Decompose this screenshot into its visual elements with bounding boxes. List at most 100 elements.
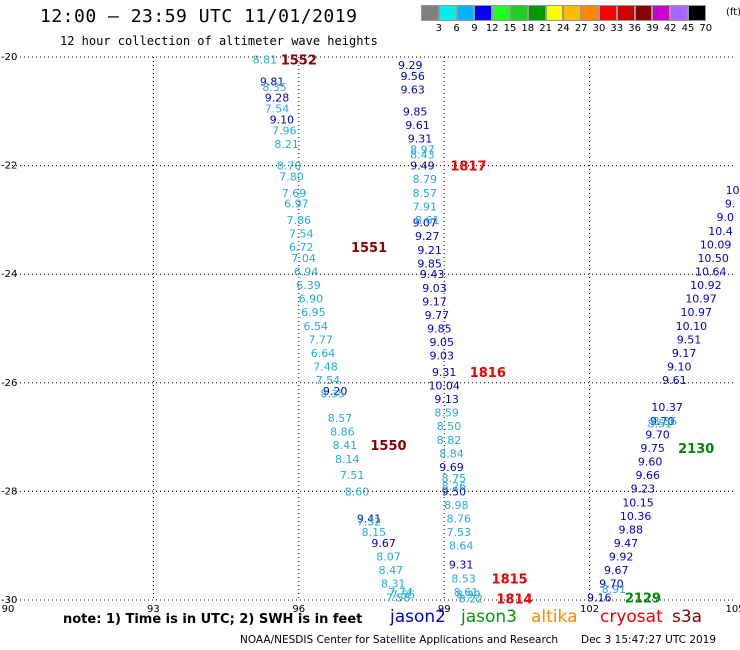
swh-data-label: 9.03 xyxy=(422,282,447,295)
swh-data-label: 8.75 xyxy=(442,472,467,485)
legend-swatch xyxy=(456,5,475,21)
swh-data-label: 10.15 xyxy=(622,496,654,509)
swh-data-label: 9.31 xyxy=(432,366,457,379)
swh-data-label: 9.70 xyxy=(599,578,624,591)
swh-data-label: 8.79 xyxy=(413,173,438,186)
legend-swatch xyxy=(634,5,653,21)
swh-data-label: 9.66 xyxy=(636,469,661,482)
legend-label: 30 xyxy=(592,23,606,34)
pass-number-label: 1817 xyxy=(450,160,486,175)
swh-data-label: 7.86 xyxy=(287,214,312,227)
swh-data-label: 9.88 xyxy=(619,523,644,536)
legend-label: 21 xyxy=(539,23,552,34)
x-tick-label: 90 xyxy=(2,604,15,615)
swh-data-label: 9.20 xyxy=(323,385,348,398)
swh-data-label: 8.26 xyxy=(442,480,467,493)
swh-data-label: 9.63 xyxy=(400,84,425,97)
swh-data-label: 6.97 xyxy=(284,198,309,211)
y-tick-label: -22 xyxy=(1,161,17,172)
swh-data-label: 7.91 xyxy=(413,200,438,213)
legend-swatch xyxy=(492,5,510,21)
y-tick-label: -20 xyxy=(1,52,17,63)
swh-data-label: 7.96 xyxy=(272,124,297,137)
legend-label: 12 xyxy=(485,23,499,34)
swh-data-label: 7.54 xyxy=(265,103,290,116)
legend-label: 3 xyxy=(435,23,442,34)
swh-data-label: 7.54 xyxy=(289,227,314,240)
swh-data-label: 8.57 xyxy=(328,412,353,425)
chart-title: 12:00 – 23:59 UTC 11/01/2019 xyxy=(40,6,358,27)
satellite-s3a: s3a xyxy=(672,607,703,627)
legend-swatch xyxy=(509,5,528,21)
legend-swatch xyxy=(545,5,564,21)
swh-data-label: 7.74 xyxy=(388,586,413,599)
swh-data-label: 10.50 xyxy=(697,252,729,265)
y-tick-label: -24 xyxy=(1,269,17,280)
legend-swatch xyxy=(421,5,439,21)
swh-data-label: 10.37 xyxy=(651,401,683,414)
swh-data-label: 7.58 xyxy=(386,591,411,604)
swh-data-label: 9.17 xyxy=(422,295,447,308)
swh-data-label: 8.70 xyxy=(277,160,302,173)
pass-number-label: 1552 xyxy=(281,54,317,69)
legend-label: 45 xyxy=(681,23,695,34)
swh-data-label: 8.50 xyxy=(437,420,462,433)
swh-data-label: 9.05 xyxy=(430,336,455,349)
x-tick-label: 93 xyxy=(147,604,160,615)
swh-data-label: 10.10 xyxy=(676,320,708,333)
swh-data-label: 7.53 xyxy=(446,526,471,539)
swh-data-label: 7.77 xyxy=(308,333,333,346)
swh-data-label: 9.49 xyxy=(410,160,435,173)
swh-data-label: 10.64 xyxy=(695,265,727,278)
pass-number-label: 1551 xyxy=(351,241,387,256)
swh-data-label: 9.60 xyxy=(638,456,663,469)
swh-data-label: 8.98 xyxy=(444,499,469,512)
swh-data-label: 9.10 xyxy=(667,361,692,374)
swh-data-label: 8.35 xyxy=(262,81,287,94)
legend-swatches xyxy=(421,5,706,21)
legend-swatch xyxy=(652,5,671,21)
swh-data-label: 9.29 xyxy=(398,59,423,72)
chart-subtitle: 12 hour collection of altimeter wave hei… xyxy=(60,34,378,48)
satellite-jason3: jason3 xyxy=(461,607,517,627)
swh-data-label: 9.0 xyxy=(717,211,735,224)
legend-label: 36 xyxy=(628,23,641,34)
swh-data-label: 8.76 xyxy=(446,513,471,526)
swh-data-label: 8.91 xyxy=(602,583,627,596)
swh-data-label: 8.81 xyxy=(253,54,278,67)
swh-data-label: 9.07 xyxy=(413,217,438,230)
swh-data-label: 9.70 xyxy=(650,415,675,428)
pass-number-label: 1816 xyxy=(470,366,506,381)
swh-data-label: 9.77 xyxy=(425,309,450,322)
swh-data-label: 10.04 xyxy=(428,380,460,393)
swh-data-label: 9.43 xyxy=(420,268,445,281)
legend-label: 6 xyxy=(453,23,460,34)
swh-data-label: 9.70 xyxy=(645,428,670,441)
swh-data-label: 8.53 xyxy=(451,572,476,585)
legend-label: 27 xyxy=(574,23,588,34)
legend-swatch xyxy=(616,5,635,21)
swh-data-label: 8.07 xyxy=(376,551,401,564)
swh-data-label: 8.86 xyxy=(330,426,355,439)
satellite-jason2: jason2 xyxy=(390,607,446,627)
swh-data-label: 8.60 xyxy=(345,485,370,498)
swh-data-label: 7.48 xyxy=(313,361,338,374)
swh-data-label: 7.04 xyxy=(291,252,316,265)
swh-data-label: 8.14 xyxy=(335,453,360,466)
swh-data-label: 10.92 xyxy=(690,279,722,292)
swh-data-label: 9.16 xyxy=(587,591,612,604)
legend-swatch xyxy=(474,5,493,21)
footer-note: note: 1) Time is in UTC; 2) SWH is in fe… xyxy=(63,612,363,627)
swh-data-label: 7.32 xyxy=(357,515,382,528)
legend-unit: (ft) xyxy=(726,7,740,18)
x-tick-label: 105 xyxy=(725,604,740,615)
swh-data-label: 9.85 xyxy=(417,257,442,270)
swh-data-label: 8.59 xyxy=(434,407,459,420)
swh-data-label: 8.21 xyxy=(274,138,299,151)
swh-data-label: 9.81 xyxy=(260,75,285,88)
swh-data-label: 9.28 xyxy=(265,92,290,105)
credit-text: NOAA/NESDIS Center for Satellite Applica… xyxy=(240,634,558,646)
y-tick-label: -30 xyxy=(1,595,17,606)
legend-label: 18 xyxy=(521,23,535,34)
swh-data-label: 9.75 xyxy=(640,442,665,455)
